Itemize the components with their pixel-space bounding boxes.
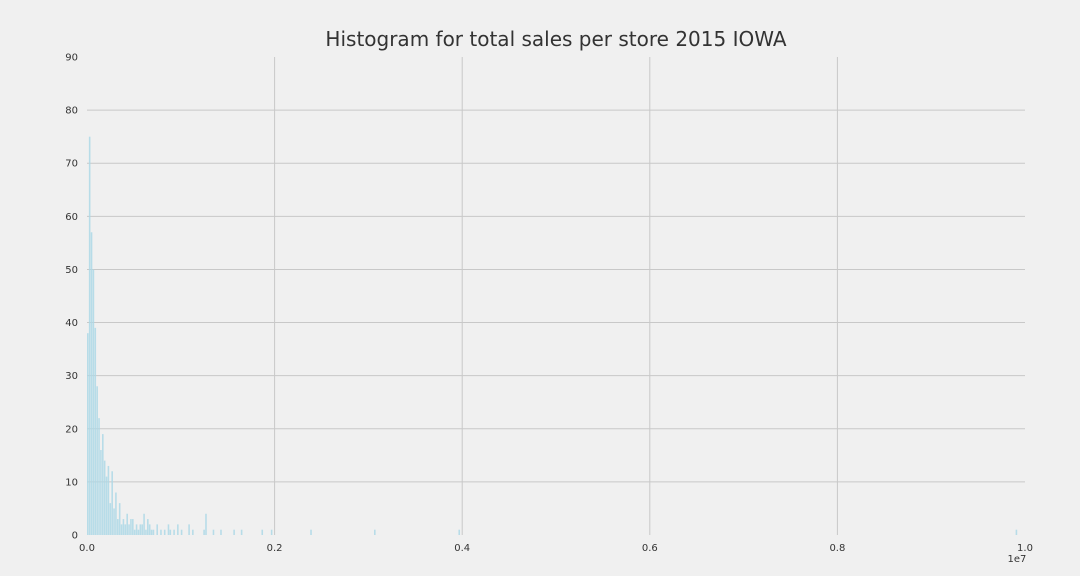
histogram-bar (152, 529, 155, 535)
y-tick-label: 70 (65, 159, 78, 170)
histogram-bar (458, 529, 461, 535)
histogram-bar (135, 524, 138, 535)
histogram-bar (150, 529, 153, 535)
histogram-bar (147, 519, 149, 535)
x-tick-label: 1.0 (1017, 543, 1033, 554)
histogram-bar (233, 529, 235, 535)
histogram-bar (94, 327, 97, 535)
histogram-bar (1015, 529, 1018, 535)
histogram-bar (96, 386, 98, 535)
histogram-bar (124, 524, 127, 535)
y-tick-label: 80 (65, 106, 78, 117)
histogram-bar (100, 450, 102, 535)
histogram-bar (103, 460, 106, 535)
histogram-bar (88, 136, 91, 535)
histogram-bar (156, 524, 158, 535)
x-tick-label: 0.6 (642, 543, 658, 554)
histogram-bar (111, 471, 113, 535)
histogram-bar (220, 529, 222, 535)
histogram-bar (192, 529, 194, 535)
histogram-bar (261, 529, 264, 535)
histogram-bar (203, 529, 205, 535)
histogram-bar (163, 529, 166, 535)
histogram-bar (141, 524, 143, 535)
histogram-bar (374, 529, 376, 535)
histogram-bar (113, 508, 115, 535)
y-tick-label: 10 (65, 477, 78, 488)
histogram-bar (122, 519, 125, 535)
histogram-bar (137, 529, 140, 535)
histogram-bar (107, 465, 110, 535)
tick-layer: 0 10 20 30 40 50 60 70 80 90 0.0 0.2 0.4 0.6 0.8 1.0 (65, 53, 1033, 555)
histogram-bar (139, 524, 142, 535)
histogram-bar (120, 524, 123, 535)
x-tick-label: 0.2 (267, 543, 283, 554)
x-axis-offset-label: 1e7 (1008, 554, 1027, 565)
histogram-bar (160, 529, 162, 535)
histogram-bar (180, 529, 183, 535)
histogram-bar (148, 524, 151, 535)
histogram-bar (133, 529, 136, 535)
histogram-bar (240, 529, 243, 535)
y-tick-label: 60 (65, 212, 78, 223)
histogram-bar (128, 524, 130, 535)
x-tick-label: 0.4 (454, 543, 470, 554)
histogram-bar (117, 519, 119, 535)
bar-layer (87, 136, 1018, 535)
histogram-bar (169, 529, 172, 535)
histogram-bar (167, 524, 170, 535)
chart-title: Histogram for total sales per store 2015… (325, 27, 787, 51)
histogram-bar (145, 529, 147, 535)
histogram-bar (205, 513, 207, 535)
histogram-bar (115, 492, 117, 535)
histogram-bar (177, 524, 179, 535)
histogram-bar (90, 232, 93, 535)
histogram-bar (132, 519, 134, 535)
y-tick-label: 40 (65, 318, 78, 329)
histogram-bar (118, 503, 121, 535)
histogram-bar (310, 529, 312, 535)
y-tick-label: 90 (65, 53, 78, 64)
histogram-bar (173, 529, 175, 535)
x-tick-label: 0.0 (79, 543, 95, 554)
histogram-bar (92, 269, 95, 535)
x-tick-label: 0.8 (829, 543, 845, 554)
y-tick-label: 20 (65, 424, 78, 435)
histogram-bar (126, 513, 128, 535)
histogram-bar (270, 529, 273, 535)
histogram-bar (130, 519, 132, 535)
histogram-bar (109, 503, 112, 535)
y-tick-label: 30 (65, 371, 78, 382)
histogram-bar (188, 524, 190, 535)
histogram-bar (212, 529, 215, 535)
histogram-bar (98, 418, 100, 535)
histogram-bar (87, 333, 89, 535)
y-tick-label: 0 (72, 531, 78, 542)
histogram-bar (143, 513, 145, 535)
histogram-bar (102, 434, 104, 535)
histogram-bar (105, 476, 108, 535)
y-tick-label: 50 (65, 265, 78, 276)
grid-layer (87, 57, 1025, 535)
